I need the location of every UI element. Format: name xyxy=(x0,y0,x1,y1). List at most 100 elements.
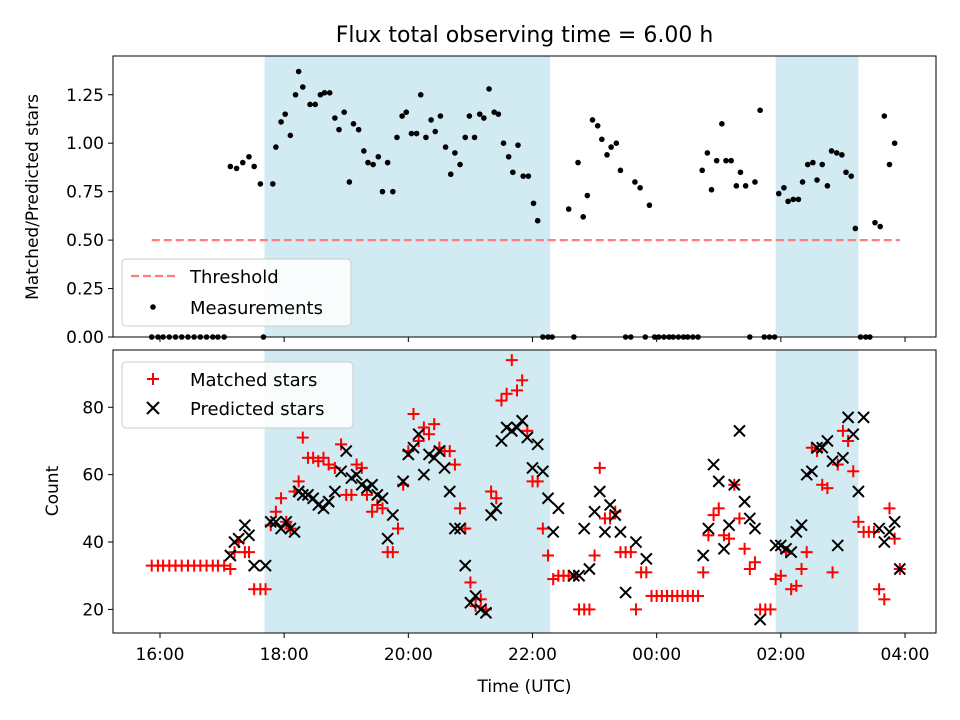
measurement-point xyxy=(403,109,410,115)
predicted-star-marker xyxy=(748,522,762,535)
predicted-legend-swatch xyxy=(146,401,160,415)
predicted-star-marker xyxy=(288,525,301,539)
matched-star-marker xyxy=(428,418,441,431)
measurement-point xyxy=(814,177,820,183)
measurement-point xyxy=(752,179,758,185)
y-tick-label: 1.25 xyxy=(66,86,104,106)
measurement-point xyxy=(295,68,302,75)
measurement-point xyxy=(795,196,802,203)
predicted-star-marker xyxy=(269,515,283,529)
measurement-point xyxy=(833,150,840,156)
matched-star-marker xyxy=(407,408,420,421)
measurement-point xyxy=(394,134,400,141)
predicted-star-marker xyxy=(453,522,467,535)
matched-star-marker xyxy=(269,505,282,518)
chart-title: Flux total observing time = 6.00 h xyxy=(336,23,714,48)
matched-star-marker xyxy=(790,579,803,592)
measurement-point xyxy=(891,140,898,147)
matched-star-marker xyxy=(836,424,849,437)
matched-star-marker xyxy=(743,562,756,575)
predicted-stars-points xyxy=(224,411,907,626)
measurement-point xyxy=(704,150,711,156)
bottom-y-axis-label: Count xyxy=(43,465,63,516)
measurement-point xyxy=(413,130,420,137)
top-legend-box xyxy=(121,258,352,327)
predicted-star-marker xyxy=(738,495,751,508)
measurement-point xyxy=(500,140,507,147)
predicted-star-marker xyxy=(619,586,632,599)
measurement-point xyxy=(613,140,620,147)
predicted-star-marker xyxy=(697,549,710,562)
matched-star-marker xyxy=(296,431,309,444)
predicted-star-marker xyxy=(883,525,896,539)
predicted-star-marker xyxy=(541,492,555,505)
matched-star-marker xyxy=(495,394,508,407)
predicted-star-marker xyxy=(515,414,529,427)
predicted-star-marker xyxy=(536,465,550,478)
matched-star-marker xyxy=(500,387,513,400)
predicted-star-marker xyxy=(232,532,245,545)
predicted-star-marker xyxy=(402,448,415,461)
predicted-star-marker xyxy=(552,502,565,515)
predicted-star-marker xyxy=(322,495,335,508)
predicted-star-marker xyxy=(826,454,839,468)
measurement-point xyxy=(282,111,289,117)
matched-star-marker xyxy=(583,603,596,616)
measurement-point xyxy=(733,183,740,189)
matched-star-marker xyxy=(412,434,425,447)
matched-star-marker xyxy=(317,451,330,464)
measurement-point xyxy=(580,214,587,220)
count-panel: 20 40 60 80 16:00 18:00 20:00 22:00 00:00 02:00 04… xyxy=(43,349,937,697)
predicted-star-marker xyxy=(821,434,834,448)
bottom-axes-frame xyxy=(112,349,937,634)
predicted-star-marker xyxy=(448,522,462,535)
predicted-star-marker xyxy=(328,485,342,498)
matched-star-marker xyxy=(888,532,901,545)
predicted-star-marker xyxy=(733,424,746,438)
predicted-star-marker xyxy=(593,485,606,498)
measurement-point xyxy=(872,219,878,226)
y-tick-label: 0.25 xyxy=(66,280,104,300)
measurement-point xyxy=(321,90,328,96)
measurement-point xyxy=(390,188,396,195)
measurement-point xyxy=(843,169,849,176)
measurement-point xyxy=(530,200,537,207)
measurement-points xyxy=(148,68,898,340)
matched-legend-label: Matched stars xyxy=(190,370,317,391)
y-tick-label: 1.00 xyxy=(66,134,104,154)
matched-star-marker xyxy=(448,458,461,471)
matched-star-marker xyxy=(376,502,389,515)
matched-star-marker xyxy=(485,485,498,498)
predicted-star-marker xyxy=(443,485,456,498)
predicted-star-marker xyxy=(469,589,482,603)
predicted-star-marker xyxy=(531,438,544,451)
measurement-point xyxy=(520,173,526,179)
predicted-star-marker xyxy=(893,562,907,576)
predicted-star-marker xyxy=(878,535,891,549)
measurement-point xyxy=(525,173,532,179)
matched-star-marker xyxy=(624,546,637,559)
measurement-point xyxy=(462,134,469,141)
measurement-point xyxy=(510,169,516,176)
measurement-point xyxy=(417,91,424,98)
predicted-star-marker xyxy=(614,525,627,539)
matched-star-marker xyxy=(878,593,891,606)
predicted-star-marker xyxy=(810,441,824,454)
predicted-star-marker xyxy=(852,485,865,498)
measurement-point xyxy=(799,179,806,185)
predicted-star-marker xyxy=(396,475,410,488)
predicted-star-marker xyxy=(484,508,498,522)
predicted-star-marker xyxy=(702,522,715,535)
matched-star-marker xyxy=(831,458,844,471)
predicted-star-marker xyxy=(376,492,389,505)
measurement-point xyxy=(839,152,845,158)
measurement-point xyxy=(728,157,734,164)
matched-star-marker xyxy=(629,603,642,616)
measurement-point xyxy=(584,192,591,199)
measurement-point xyxy=(239,159,246,166)
top-axis-ticks: 0.00 0.25 0.50 0.75 1.00 1.25 xyxy=(66,86,906,348)
predicted-star-marker xyxy=(717,542,731,555)
measurement-point xyxy=(326,90,333,96)
measurement-point xyxy=(486,86,492,92)
predicted-star-marker xyxy=(274,522,288,535)
